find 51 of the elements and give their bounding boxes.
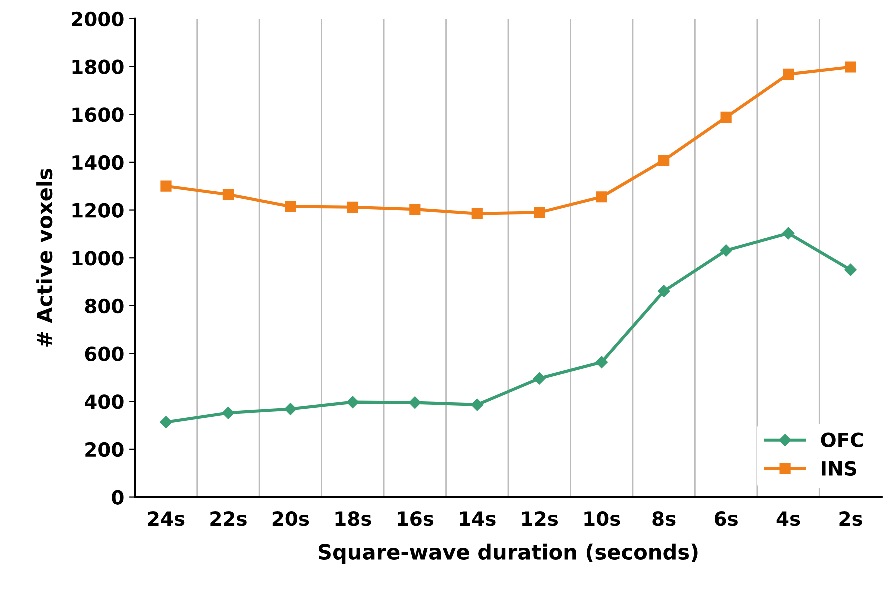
point: [346, 396, 360, 408]
point: [160, 180, 172, 192]
point: [658, 285, 670, 298]
point: [596, 192, 608, 203]
point: [720, 112, 732, 124]
x-tick-label: 8s: [652, 512, 676, 526]
point: [409, 396, 422, 409]
point: [720, 244, 732, 257]
point: [160, 416, 172, 429]
y-tick-label: 800: [85, 298, 124, 314]
y-tick-label: 1000: [72, 251, 124, 266]
point: [844, 264, 857, 276]
x-tick-label: 16s: [398, 512, 434, 526]
point: [410, 204, 421, 216]
x-tick-label: 12s: [522, 512, 558, 526]
point: [534, 207, 546, 218]
point: [285, 201, 296, 212]
x-tick-label: 14s: [460, 512, 496, 526]
x-tick-label: 4s: [776, 512, 800, 526]
legend-label: OFC: [821, 432, 864, 448]
point: [472, 208, 483, 220]
x-tick-label: 24s: [148, 512, 185, 526]
y-tick-label: 1200: [72, 203, 124, 218]
point: [534, 372, 546, 385]
x-tick-label: 20s: [272, 512, 310, 526]
x-tick-label: 18s: [336, 512, 372, 526]
point: [845, 62, 856, 73]
point: [222, 189, 234, 200]
y-tick-label: 400: [85, 394, 124, 410]
x-axis-title: Square-wave duration (seconds): [318, 544, 698, 564]
point: [222, 406, 235, 420]
x-tick-label: 22s: [210, 512, 247, 526]
point: [347, 202, 358, 213]
point: [782, 227, 795, 240]
y-tick-label: 600: [85, 346, 124, 362]
legend-label: INS: [822, 461, 856, 476]
y-tick-label: 200: [86, 442, 124, 458]
point: [471, 398, 484, 412]
y-tick-label: 2000: [72, 12, 124, 27]
point: [596, 356, 608, 368]
point: [284, 403, 297, 416]
point: [658, 154, 670, 166]
y-tick-label: 1800: [72, 60, 124, 74]
y-tick-label: 0: [112, 490, 124, 505]
y-tick-label: 1400: [72, 155, 124, 170]
y-tick-label: 1600: [72, 108, 124, 122]
x-tick-label: 10s: [584, 512, 620, 526]
point: [782, 68, 794, 80]
x-tick-label: 2s: [840, 512, 862, 526]
y-axis-title: # Active voxels: [36, 168, 53, 347]
x-tick-label: 6s: [714, 512, 738, 526]
